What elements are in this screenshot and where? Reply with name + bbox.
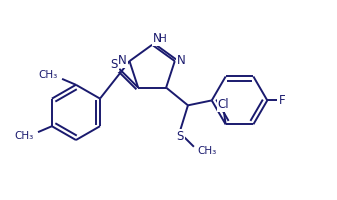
Text: CH₃: CH₃ <box>39 70 58 80</box>
Text: N: N <box>177 54 186 67</box>
Text: Cl: Cl <box>218 98 229 111</box>
Text: CH₃: CH₃ <box>15 131 34 141</box>
Text: N: N <box>153 32 162 45</box>
Text: N: N <box>118 54 127 67</box>
Text: F: F <box>279 94 285 107</box>
Text: S: S <box>111 58 118 71</box>
Text: S: S <box>176 130 184 143</box>
Text: H: H <box>159 34 167 44</box>
Text: CH₃: CH₃ <box>198 146 217 156</box>
